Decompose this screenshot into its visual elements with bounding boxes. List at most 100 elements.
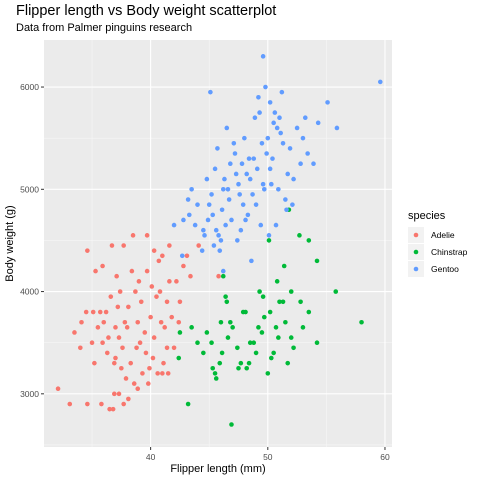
- point-adelie: [154, 294, 159, 299]
- point-chinstrap: [176, 355, 182, 361]
- point-adelie: [122, 319, 128, 325]
- point-chinstrap: [238, 360, 244, 366]
- point-adelie: [147, 365, 152, 371]
- point-adelie: [169, 314, 175, 320]
- point-chinstrap: [314, 258, 320, 264]
- point-adelie: [121, 243, 126, 248]
- point-chinstrap: [274, 279, 280, 284]
- point-adelie: [130, 233, 136, 238]
- point-gentoo: [218, 238, 224, 243]
- point-adelie: [160, 253, 165, 259]
- point-gentoo: [269, 181, 274, 187]
- point-adelie: [181, 263, 186, 269]
- point-chinstrap: [283, 319, 288, 325]
- point-adelie: [120, 345, 125, 351]
- point-gentoo: [300, 135, 306, 141]
- point-adelie: [145, 381, 151, 386]
- point-adelie: [155, 371, 160, 376]
- point-adelie: [142, 330, 148, 335]
- legend-key-chinstrap: [413, 249, 419, 255]
- point-chinstrap: [276, 335, 281, 340]
- point-gentoo: [266, 233, 272, 238]
- point-gentoo: [229, 217, 234, 223]
- point-gentoo: [219, 207, 225, 213]
- point-chinstrap: [288, 335, 294, 340]
- point-chinstrap: [291, 345, 296, 351]
- point-gentoo: [273, 222, 279, 228]
- point-gentoo: [238, 227, 244, 233]
- point-adelie: [97, 309, 103, 315]
- point-adelie: [100, 263, 105, 269]
- point-chinstrap: [223, 294, 228, 299]
- point-gentoo: [236, 181, 241, 187]
- point-adelie: [85, 401, 90, 407]
- point-chinstrap: [244, 365, 250, 371]
- point-adelie: [161, 360, 166, 366]
- point-gentoo: [186, 212, 192, 218]
- point-chinstrap: [298, 299, 303, 305]
- point-gentoo: [272, 110, 278, 115]
- point-gentoo: [267, 166, 273, 172]
- point-gentoo: [265, 135, 271, 141]
- point-gentoo: [210, 212, 216, 218]
- point-gentoo: [244, 171, 250, 177]
- point-gentoo: [201, 227, 206, 233]
- chart-title: Flipper length vs Body weight scatterplo…: [16, 3, 277, 19]
- point-chinstrap: [209, 340, 214, 345]
- point-gentoo: [298, 161, 303, 167]
- x-tick-label: 50: [263, 452, 273, 462]
- point-gentoo: [220, 268, 226, 274]
- point-chinstrap: [212, 371, 218, 376]
- point-gentoo: [222, 176, 227, 182]
- point-gentoo: [204, 176, 210, 182]
- point-adelie: [128, 360, 134, 366]
- point-gentoo: [233, 171, 239, 177]
- point-adelie: [165, 371, 171, 376]
- point-gentoo: [209, 192, 214, 197]
- point-gentoo: [278, 130, 283, 136]
- point-gentoo: [270, 156, 275, 161]
- point-gentoo: [287, 146, 293, 151]
- point-gentoo: [189, 187, 194, 192]
- point-adelie: [162, 325, 167, 330]
- point-chinstrap: [246, 360, 252, 366]
- point-gentoo: [199, 248, 205, 253]
- point-adelie: [67, 401, 73, 407]
- point-gentoo: [280, 140, 286, 146]
- point-chinstrap: [247, 340, 253, 345]
- point-chinstrap: [280, 299, 286, 305]
- point-gentoo: [305, 151, 310, 156]
- point-gentoo: [243, 217, 248, 223]
- point-chinstrap: [185, 401, 191, 407]
- point-adelie: [108, 294, 114, 299]
- point-gentoo: [215, 146, 220, 151]
- legend-key-adelie: [413, 232, 419, 238]
- point-chinstrap: [230, 325, 235, 330]
- point-gentoo: [302, 115, 308, 121]
- point-adelie: [100, 340, 105, 345]
- point-chinstrap: [260, 294, 266, 299]
- point-gentoo: [179, 253, 185, 259]
- minor-gridlines: [44, 40, 392, 447]
- point-gentoo: [276, 187, 281, 192]
- point-gentoo: [216, 233, 221, 238]
- point-chinstrap: [271, 350, 276, 356]
- y-tick-label: 4000: [20, 287, 39, 297]
- point-adelie: [114, 273, 119, 279]
- point-gentoo: [225, 187, 231, 192]
- point-gentoo: [261, 187, 267, 192]
- point-chinstrap: [210, 365, 216, 371]
- point-gentoo: [242, 135, 247, 141]
- point-gentoo: [294, 125, 300, 131]
- point-adelie: [99, 401, 104, 407]
- point-chinstrap: [235, 345, 240, 351]
- point-adelie: [167, 243, 172, 248]
- y-axis: 3000 4000 5000 6000: [20, 82, 44, 399]
- point-gentoo: [290, 202, 295, 207]
- point-gentoo: [245, 212, 251, 218]
- point-adelie: [174, 279, 179, 284]
- point-gentoo: [249, 258, 254, 264]
- point-chinstrap: [220, 273, 226, 279]
- point-chinstrap: [219, 350, 225, 356]
- point-adelie: [90, 309, 96, 315]
